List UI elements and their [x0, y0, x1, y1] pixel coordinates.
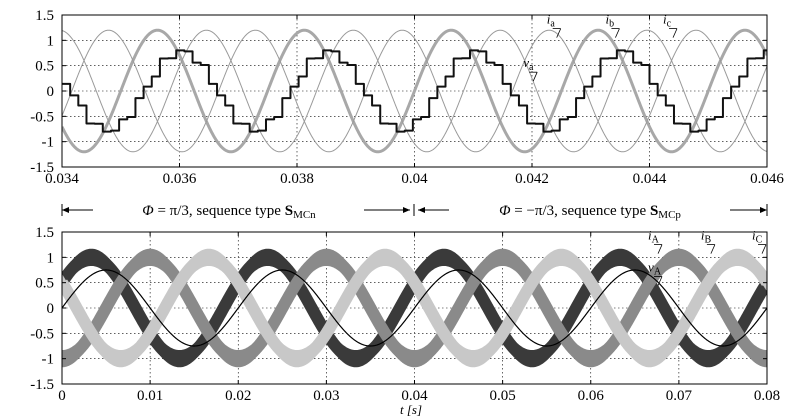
series-label-i-A: iA — [648, 228, 663, 254]
y-tick-label: -1.5 — [30, 377, 54, 393]
y-tick-label: -0.5 — [30, 109, 54, 125]
seq-arrow-head-3 — [418, 207, 425, 213]
label-leader — [657, 244, 663, 254]
top-x-ticks: 0.034 0.036 0.038 0.04 0.042 0.044 0.046 — [45, 15, 784, 187]
series-i-a — [62, 28, 767, 154]
top-annotations: ia ib ic va — [523, 12, 678, 82]
x-tick-label: 0.07 — [666, 388, 693, 404]
seq-right-label: Φ = −π/3, sequence type SMCp — [499, 203, 681, 221]
svg-text:iB: iB — [701, 228, 712, 246]
bottom-y-ticks: 1.5 1 0.5 0 -0.5 -1 -1.5 — [30, 225, 767, 393]
svg-text:ib: ib — [605, 12, 614, 30]
seq-arrow-head-2 — [403, 207, 410, 213]
svg-text:ia: ia — [547, 12, 556, 30]
y-tick-label: -1.5 — [30, 160, 54, 176]
y-tick-label: 0 — [47, 301, 55, 317]
sequence-annotation: Φ = π/3, sequence type SMCn Φ = −π/3, se… — [61, 203, 768, 221]
x-tick-label: 0.038 — [280, 171, 314, 187]
series-i-b — [62, 29, 767, 153]
bottom-series — [62, 248, 767, 368]
label-leader — [532, 72, 538, 82]
bottom-x-ticks: 0 0.01 0.02 0.03 0.04 0.05 0.06 0.07 0.08 — [58, 232, 780, 404]
series-label-i-c: ic — [663, 12, 678, 38]
label-leader — [761, 244, 767, 254]
svg-text:vA: vA — [648, 260, 662, 278]
x-tick-label: 0.05 — [490, 388, 516, 404]
series-v-a — [62, 49, 767, 133]
x-tick-label: 0.06 — [578, 388, 605, 404]
x-tick-label: 0.04 — [401, 171, 428, 187]
top-y-ticks: 1.5 1 0.5 0 -0.5 -1 -1.5 — [30, 8, 767, 176]
series-i-c — [62, 29, 767, 153]
seq-arrow-head-4 — [760, 207, 767, 213]
series-label-i-b: ib — [605, 12, 620, 38]
x-tick-label: 0.034 — [45, 171, 79, 187]
series-label-v-a: va — [523, 55, 538, 82]
label-leader — [615, 28, 620, 38]
svg-text:iC: iC — [752, 228, 763, 246]
x-tick-label: 0.02 — [225, 388, 251, 404]
x-tick-label: 0.044 — [633, 171, 667, 187]
x-axis-label: t [s] — [400, 402, 422, 416]
y-tick-label: -0.5 — [30, 326, 54, 342]
y-tick-label: 1 — [47, 33, 55, 49]
x-tick-label: 0.046 — [750, 171, 784, 187]
series-i-C-ripple — [62, 248, 767, 368]
series-v-A — [62, 269, 767, 347]
y-tick-label: 0.5 — [35, 276, 54, 292]
y-tick-label: -1 — [42, 352, 55, 368]
series-label-i-C: iC — [752, 228, 767, 254]
y-tick-label: -1 — [42, 135, 55, 151]
label-leader — [710, 244, 716, 254]
label-leader — [556, 28, 562, 38]
x-tick-label: 0 — [58, 388, 66, 404]
svg-text:ic: ic — [663, 12, 672, 30]
svg-text:va: va — [523, 55, 534, 73]
x-tick-label: 0.08 — [754, 388, 780, 404]
x-tick-label: 0.03 — [313, 388, 339, 404]
y-tick-label: 0 — [47, 84, 55, 100]
label-leader — [672, 28, 678, 38]
bottom-plot: 0 0.01 0.02 0.03 0.04 0.05 0.06 0.07 0.08 1.5 1 0.… — [30, 225, 780, 416]
y-tick-label: 0.5 — [35, 59, 54, 75]
y-tick-label: 1.5 — [35, 8, 54, 24]
seq-left-label: Φ = π/3, sequence type SMCn — [142, 203, 316, 221]
x-tick-label: 0.042 — [515, 171, 549, 187]
x-tick-label: 0.01 — [137, 388, 163, 404]
svg-text:iA: iA — [648, 228, 660, 246]
x-tick-label: 0.04 — [401, 388, 428, 404]
series-label-i-B: iB — [701, 228, 716, 254]
x-tick-label: 0.036 — [163, 171, 197, 187]
y-tick-label: 1 — [47, 250, 55, 266]
series-label-i-a: ia — [547, 12, 562, 38]
series-label-v-A: vA — [648, 260, 663, 286]
top-series — [62, 28, 767, 154]
bottom-annotations: iA iB iC vA — [648, 228, 767, 286]
seq-arrow-head-1 — [62, 207, 69, 213]
y-tick-label: 1.5 — [35, 225, 54, 241]
top-plot: 0.034 0.036 0.038 0.04 0.042 0.044 0.046 1.510… — [30, 8, 784, 187]
label-leader — [657, 276, 663, 286]
